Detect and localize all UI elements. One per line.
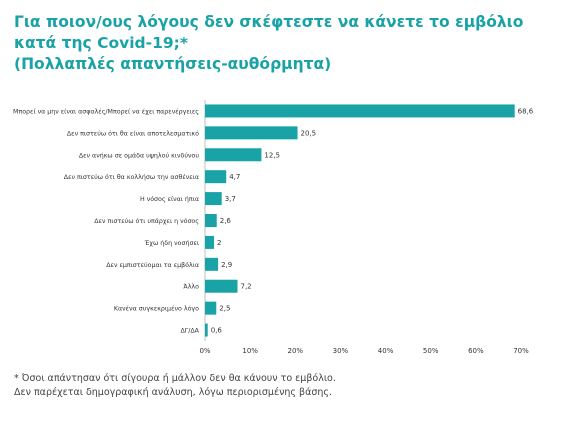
footnote-line-2: Δεν παρέχεται δημογραφική ανάλυση, λόγω …: [14, 387, 332, 398]
bar-5: [205, 192, 222, 206]
x-tick-label-7: 60%: [468, 347, 484, 355]
x-tick-label-5: 40%: [378, 347, 394, 355]
title-line-2: κατά της Covid-19;*: [14, 34, 188, 52]
x-tick-label-2: 10%: [242, 347, 258, 355]
x-tick-label-6: 50%: [423, 347, 439, 355]
x-tick-label-4: 30%: [333, 347, 349, 355]
title-line-1: Για ποιον/ους λόγους δεν σκέφτεστε να κά…: [14, 13, 524, 31]
bar-2: [205, 126, 298, 140]
bar-10: [205, 301, 217, 315]
footnote-line-1: * Όσοι απάντησαν ότι σίγουρα ή μάλλον δε…: [14, 373, 336, 384]
category-label-7: Έχω ήδη νοσήσει: [144, 239, 199, 247]
value-label-8: 2,9: [221, 261, 232, 269]
bar-chart: Μπορεί να μην είναι ασφαλές/Μπορεί να έχ…: [13, 100, 534, 355]
category-label-9: Άλλο: [183, 283, 199, 291]
value-label-9: 7,2: [241, 283, 252, 291]
bar-1: [205, 104, 515, 118]
category-label-8: Δεν εμπιστεύομαι τα εμβόλια: [106, 261, 199, 269]
bar-7: [205, 235, 215, 249]
x-tick-label-3: 20%: [288, 347, 304, 355]
bar-11: [205, 323, 208, 337]
bar-4: [205, 170, 227, 184]
category-label-6: Δεν πιστεύω ότι υπάρχει η νόσος: [94, 217, 199, 225]
value-label-2: 20,5: [301, 129, 317, 137]
bar-3: [205, 148, 262, 162]
x-tick-label-1: 0%: [199, 347, 210, 355]
category-label-10: Κανένα συγκεκριμένο λόγο: [114, 305, 199, 313]
category-label-3: Δεν ανήκω σε ομάδα υψηλού κινδύνου: [79, 151, 200, 159]
category-label-2: Δεν πιστεύω ότι θα είναι αποτελεσματικό: [67, 129, 199, 137]
value-label-3: 12,5: [264, 151, 280, 159]
category-label-1: Μπορεί να μην είναι ασφαλές/Μπορεί να έχ…: [13, 107, 199, 115]
title-line-3: (Πολλαπλές απαντήσεις-αυθόρμητα): [14, 55, 332, 73]
x-tick-label-8: 70%: [513, 347, 529, 355]
category-label-4: Δεν πιστεύω ότι θα κολλήσω την ασθένεια: [64, 173, 199, 181]
footnote: * Όσοι απάντησαν ότι σίγουρα ή μάλλον δε…: [14, 372, 336, 400]
category-label-11: ΔΓ/ΔΑ: [180, 328, 199, 335]
value-label-10: 2,5: [219, 305, 230, 313]
value-label-6: 2,6: [220, 217, 232, 225]
bar-8: [205, 257, 219, 271]
value-label-7: 2: [217, 239, 221, 247]
category-label-5: Η νόσος είναι ήπια: [140, 195, 199, 203]
bar-6: [205, 214, 217, 227]
chart-title: Για ποιον/ους λόγους δεν σκέφτεστε να κά…: [14, 12, 554, 75]
value-label-1: 68,6: [518, 107, 534, 115]
bar-9: [205, 279, 238, 293]
value-label-5: 3,7: [225, 195, 236, 203]
value-label-11: 0,6: [211, 327, 223, 335]
value-label-4: 4,7: [229, 173, 240, 181]
